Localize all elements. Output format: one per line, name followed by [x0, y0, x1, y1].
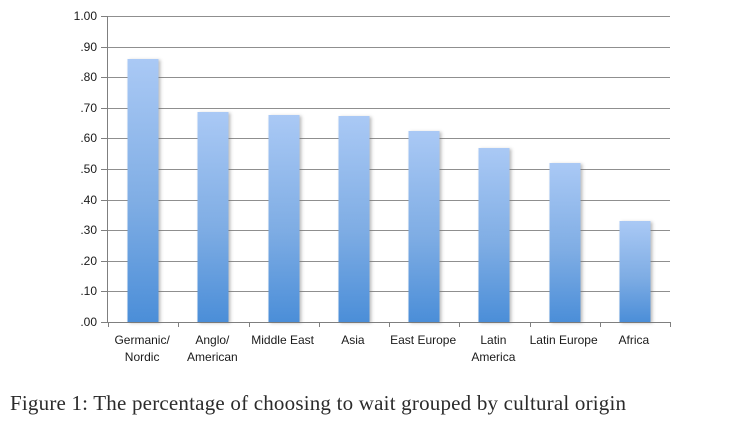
y-tick-mark: [101, 199, 108, 201]
x-tick-mark: [318, 322, 320, 327]
gridline: [108, 291, 670, 293]
y-tick-label: .10: [80, 284, 97, 299]
x-tick-mark: [459, 322, 461, 327]
y-tick-label: .40: [80, 192, 97, 207]
gridline: [108, 230, 670, 232]
x-category-label: East Europe: [390, 333, 457, 347]
x-category-label: Latin Europe: [529, 333, 598, 347]
y-tick-mark: [101, 230, 108, 232]
gridline: [108, 199, 670, 201]
y-tick-label: .80: [80, 70, 97, 85]
x-category-label: Asia: [341, 333, 365, 347]
y-tick-mark: [101, 107, 108, 109]
x-tick-mark: [670, 322, 671, 327]
x-tick-mark: [529, 322, 531, 327]
y-tick-mark: [101, 16, 108, 17]
x-tick-mark: [108, 322, 109, 327]
bar-4: [408, 130, 440, 322]
y-tick-mark: [101, 46, 108, 48]
bar-chart: 1.00 .90 .80 .70 .60 .50 .40 .30 .20 .10 .00 Germa…: [0, 10, 671, 372]
x-tick-mark: [178, 322, 180, 327]
y-tick-label: .20: [80, 253, 97, 268]
x-tick-mark: [248, 322, 250, 327]
gridline: [108, 16, 670, 17]
x-tick-mark: [599, 322, 601, 327]
bar-5: [478, 147, 510, 322]
figure-caption: Figure 1: The percentage of choosing to …: [10, 391, 627, 415]
x-category-label: Middle East: [251, 333, 314, 347]
bar-1: [197, 112, 229, 322]
y-tick-mark: [101, 77, 108, 79]
x-category-label: Africa: [618, 333, 650, 347]
x-category-label: Latin America: [471, 333, 516, 364]
x-tick-mark: [389, 322, 390, 327]
bar-0: [127, 58, 159, 322]
y-tick-label: .70: [80, 100, 97, 115]
y-tick-label: .90: [80, 39, 97, 54]
gridline: [108, 138, 670, 140]
y-tick-mark: [101, 138, 108, 140]
gridline: [108, 260, 670, 262]
bar-3: [338, 116, 370, 322]
y-tick-mark: [101, 322, 108, 323]
y-tick-mark: [101, 260, 108, 262]
y-tick-label: .00: [80, 315, 97, 329]
bar-2: [268, 115, 300, 322]
y-tick-label: .30: [80, 223, 97, 238]
bar-7: [619, 221, 651, 322]
plot-area: [101, 16, 671, 327]
x-category-label: Anglo/ American: [187, 333, 238, 364]
bar-6: [549, 162, 581, 322]
gridline: [108, 107, 670, 109]
y-tick-mark: [101, 169, 108, 170]
x-category-label: Germanic/ Nordic: [114, 333, 170, 364]
y-tick-label: 1.00: [73, 9, 97, 23]
y-tick-label: .50: [80, 162, 97, 176]
y-axis-labels: 1.00 .90 .80 .70 .60 .50 .40 .30 .20 .10 .00: [0, 10, 97, 328]
gridline: [108, 46, 670, 48]
x-axis-labels: Germanic/ Nordic Anglo/ American Middle Ea…: [107, 332, 669, 372]
gridline: [108, 169, 670, 170]
y-tick-label: .60: [80, 131, 97, 146]
y-tick-mark: [101, 291, 108, 293]
gridline: [108, 77, 670, 79]
